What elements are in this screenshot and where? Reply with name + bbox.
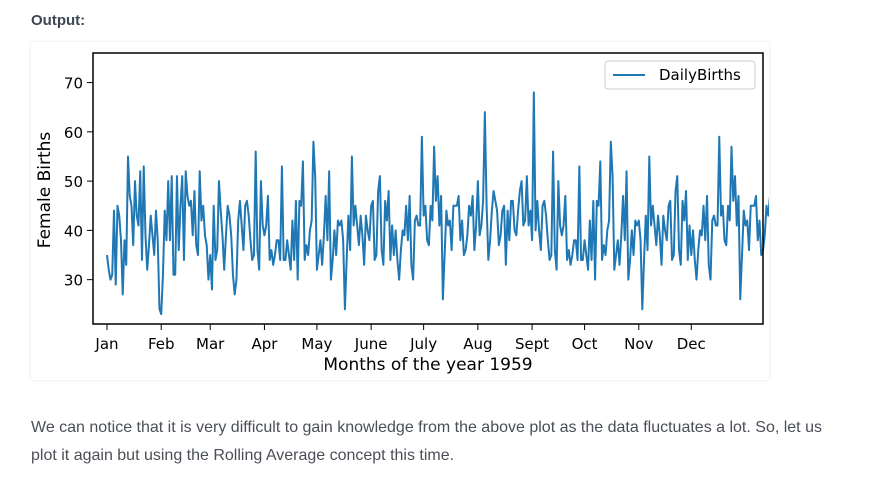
x-tick-label: Apr [251,335,278,353]
plot-frame [92,52,764,325]
explanation-paragraph: We can notice that it is very difficult … [31,419,822,464]
legend: DailyBirths [604,60,756,90]
y-tick-label: 50 [64,173,83,191]
y-tick-label: 60 [64,124,83,142]
x-tick-label: June [354,335,388,353]
x-tick-label: Nov [624,335,653,353]
x-tick-label: Aug [463,335,492,353]
x-axis: Jan Feb Mar Apr May June July Aug Sept Oct Nov Dec [94,324,706,353]
plot-area [105,91,769,316]
legend-box [604,60,756,90]
x-tick-label: Oct [572,335,598,353]
x-tick-label: Feb [148,335,175,353]
y-axis: 30 40 50 60 70 [64,75,93,290]
y-tick-label: 70 [64,75,83,93]
chart-output-card: 30 40 50 60 70 Jan Feb Mar Apr May June July Aug Sep… [31,42,769,380]
x-axis-label: Months of the year 1959 [323,355,532,375]
x-tick-label: Dec [677,335,706,353]
output-heading: Output: [31,12,86,29]
x-tick-label: July [409,335,437,353]
legend-label: DailyBirths [659,66,741,84]
x-tick-label: Mar [196,335,225,353]
x-tick-label: Sept [515,335,549,353]
daily-births-line-chart: 30 40 50 60 70 Jan Feb Mar Apr May June July Aug Sep… [35,52,769,375]
y-tick-label: 30 [64,272,83,290]
x-tick-label: Jan [94,335,118,353]
x-tick-label: May [301,335,332,353]
series-line-dailybirths [105,91,769,316]
y-axis-label: Female Births [35,132,55,249]
y-tick-label: 40 [64,222,83,240]
